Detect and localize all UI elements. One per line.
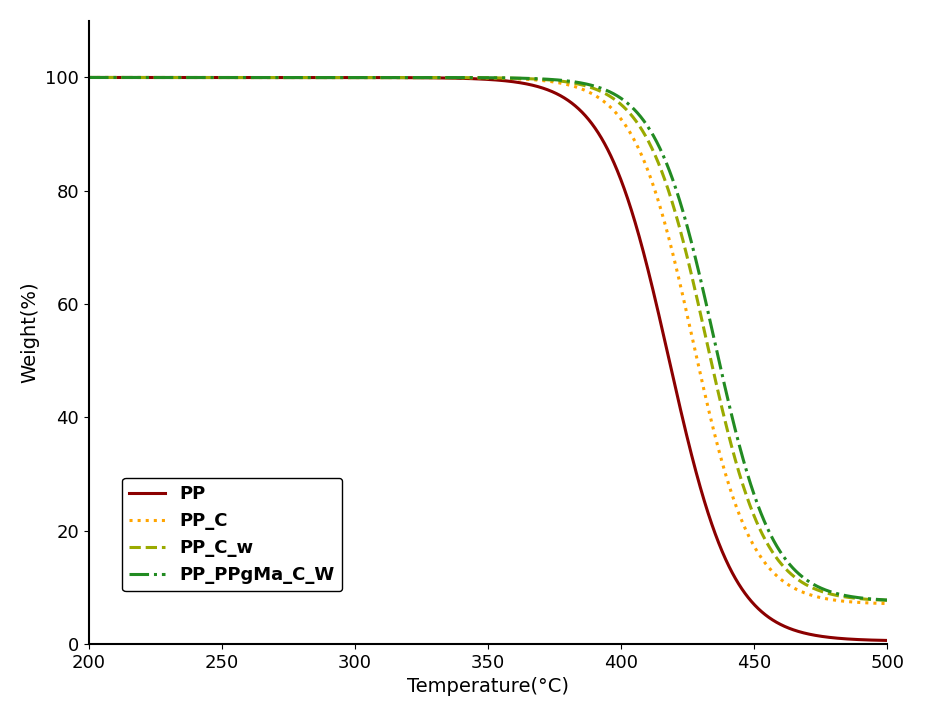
Line: PP: PP <box>89 77 887 640</box>
PP_C <box>175 73 186 82</box>
PP_C_w <box>866 595 877 604</box>
PP_C <box>424 73 435 82</box>
PP_C <box>882 599 893 608</box>
PP_C_w <box>222 73 233 82</box>
PP <box>780 622 791 631</box>
PP_PPgMa_C_W <box>424 73 435 82</box>
PP_PPgMa_C_W <box>83 73 94 82</box>
Line: PP_PPgMa_C_W: PP_PPgMa_C_W <box>89 77 887 600</box>
PP_PPgMa_C_W <box>222 73 233 82</box>
PP_PPgMa_C_W <box>175 73 186 82</box>
Legend: PP, PP_C, PP_C_w, PP_PPgMa_C_W: PP, PP_C, PP_C_w, PP_PPgMa_C_W <box>122 478 342 592</box>
PP_C <box>866 599 877 607</box>
Y-axis label: Weight(%): Weight(%) <box>21 282 40 383</box>
PP <box>424 73 435 82</box>
PP <box>222 73 233 82</box>
PP <box>175 73 186 82</box>
PP <box>882 636 893 645</box>
PP_C <box>222 73 233 82</box>
PP_PPgMa_C_W <box>882 596 893 604</box>
PP_C_w <box>424 73 435 82</box>
Line: PP_C: PP_C <box>89 77 887 604</box>
PP_C_w <box>780 564 791 573</box>
PP_PPgMa_C_W <box>780 555 791 564</box>
PP_C_w <box>882 596 893 604</box>
Line: PP_C_w: PP_C_w <box>89 77 887 600</box>
X-axis label: Temperature(°C): Temperature(°C) <box>407 677 569 696</box>
PP <box>83 73 94 82</box>
PP_C <box>83 73 94 82</box>
PP_PPgMa_C_W <box>866 594 877 603</box>
PP_C <box>389 73 401 82</box>
PP_C <box>780 579 791 587</box>
PP_C_w <box>83 73 94 82</box>
PP_C_w <box>389 73 401 82</box>
PP_PPgMa_C_W <box>389 73 401 82</box>
PP_C_w <box>175 73 186 82</box>
PP <box>866 636 877 645</box>
PP <box>389 73 401 82</box>
